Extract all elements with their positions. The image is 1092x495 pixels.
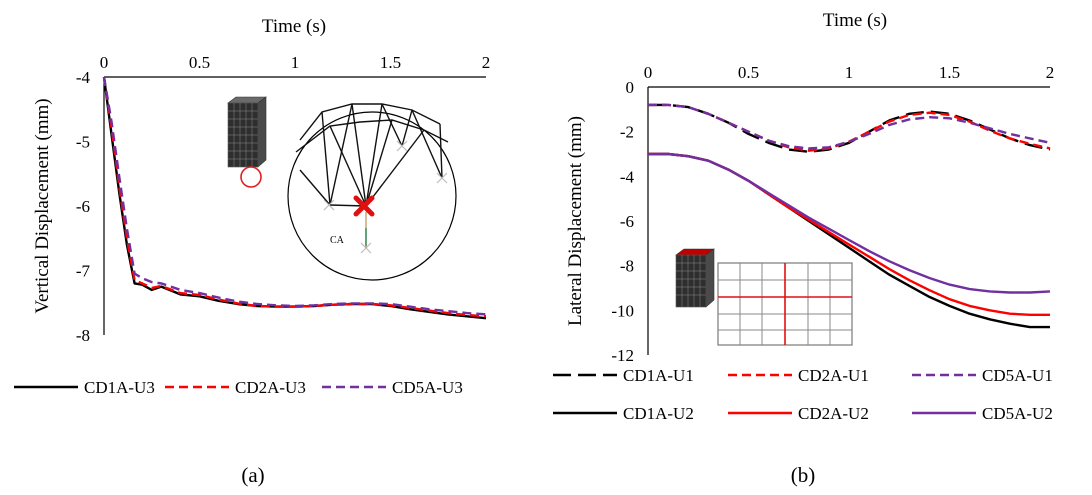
legend-label-cd2a-u1: CD2A-U1 <box>798 366 869 385</box>
legend-label-cd5a-u1: CD5A-U1 <box>982 366 1053 385</box>
legend-b: CD1A-U1 CD2A-U1 CD5A-U1 CD1A-U2 CD2A-U2 CD5A-… <box>553 366 1053 423</box>
legend-label-cd1a-u3: CD1A-U3 <box>84 378 155 397</box>
building-model-illustration-b <box>675 248 715 308</box>
panel-b-x-tick-label: 0 <box>644 63 653 82</box>
highlight-circle <box>240 166 262 188</box>
panel-b-x-tick-label: 1.5 <box>939 63 960 82</box>
panel-b-x-tick-label: 0.5 <box>738 63 759 82</box>
panel-a-x-tick-label: 1 <box>291 53 300 72</box>
floor-plan-grid-illustration <box>717 262 853 346</box>
series-line-cd2a-u1 <box>648 103 1051 152</box>
panel-b-y-tick-label: -8 <box>620 257 634 276</box>
removed-column-x-marker <box>353 195 375 217</box>
panel-a-x-tick-label: 0.5 <box>189 53 210 72</box>
panel-a-y-tick-label: -8 <box>76 326 90 345</box>
panel-a-x-axis-title: Time (s) <box>262 16 326 37</box>
legend-label-cd5a-u2: CD5A-U2 <box>982 404 1053 423</box>
panel-b-x-tick-label: 2 <box>1046 63 1055 82</box>
panel-b-x-tick-label: 1 <box>845 63 854 82</box>
legend-label-cd1a-u2: CD1A-U2 <box>623 404 694 423</box>
building-model-illustration <box>227 96 267 168</box>
panel-a-x-tick-label: 0 <box>100 53 109 72</box>
panel-a-x-tick-label: 2 <box>482 53 491 72</box>
panel-a-y-tick-label: -7 <box>76 262 91 281</box>
legend-a: CD1A-U3 CD2A-U3 CD5A-U3 <box>14 378 463 397</box>
zoomed-joint-illustration: CA <box>287 103 457 281</box>
panel-a-chart: 0 0.5 1 1.5 2 -4 -5 -6 -7 -8 Time (s) Vertical Disp… <box>32 16 490 345</box>
panel-a-x-tick-label: 1.5 <box>380 53 401 72</box>
panel-a-y-axis-title: Vertical Displacement (mm) <box>32 98 53 313</box>
panel-b-y-tick-label: -4 <box>620 167 635 186</box>
column-label: CA <box>330 235 345 246</box>
panel-b-y-axis-title: Lateral Displacement (mm) <box>565 116 586 326</box>
legend-label-cd1a-u1: CD1A-U1 <box>623 366 694 385</box>
panel-b-y-tick-label: -10 <box>611 301 634 320</box>
panel-b-chart: 0 0.5 1 1.5 2 0 -2 -4 -6 -8 -10 -12 Time (s) Lateral … <box>565 10 1054 365</box>
caption-a: (a) <box>241 463 264 487</box>
panel-a-y-tick-label: -5 <box>76 133 90 152</box>
panel-a-y-tick-label: -6 <box>76 197 90 216</box>
series-line-cd1a-u3 <box>102 76 487 320</box>
legend-label-cd5a-u3: CD5A-U3 <box>392 378 463 397</box>
legend-label-cd2a-u2: CD2A-U2 <box>798 404 869 423</box>
panel-b-x-axis-title: Time (s) <box>823 10 887 31</box>
panel-a-y-tick-label: -4 <box>76 68 91 87</box>
series-line-cd5a-u2 <box>648 152 1051 294</box>
legend-label-cd2a-u3: CD2A-U3 <box>235 378 306 397</box>
series-line-cd5a-u3 <box>102 76 487 316</box>
panel-b-y-tick-label: -6 <box>620 212 634 231</box>
panel-b-y-tick-label: -12 <box>611 346 634 365</box>
panel-b-y-tick-label: -2 <box>620 123 634 142</box>
caption-b: (b) <box>791 463 816 487</box>
panel-b-y-tick-label: 0 <box>626 78 635 97</box>
